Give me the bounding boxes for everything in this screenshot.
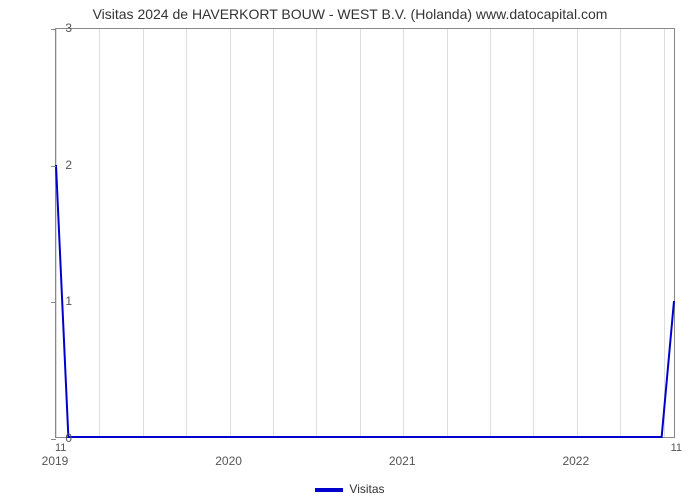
legend-label: Visitas (349, 482, 384, 496)
x-secondary-left: 11 (55, 442, 66, 454)
x-tick-label: 2019 (42, 454, 69, 468)
line-series (56, 29, 674, 437)
x-tick-label: 2021 (389, 454, 416, 468)
chart-container (55, 28, 675, 438)
legend-swatch (315, 488, 343, 492)
plot-area (55, 28, 675, 438)
chart-title: Visitas 2024 de HAVERKORT BOUW - WEST B.… (0, 0, 700, 24)
x-tick-label: 2020 (215, 454, 242, 468)
y-tick-label: 3 (52, 21, 72, 35)
x-tick-label: 2022 (562, 454, 589, 468)
y-tick-label: 1 (52, 294, 72, 308)
x-secondary-right: 11 (671, 442, 682, 454)
legend: Visitas (0, 482, 700, 496)
y-tick-label: 2 (52, 158, 72, 172)
